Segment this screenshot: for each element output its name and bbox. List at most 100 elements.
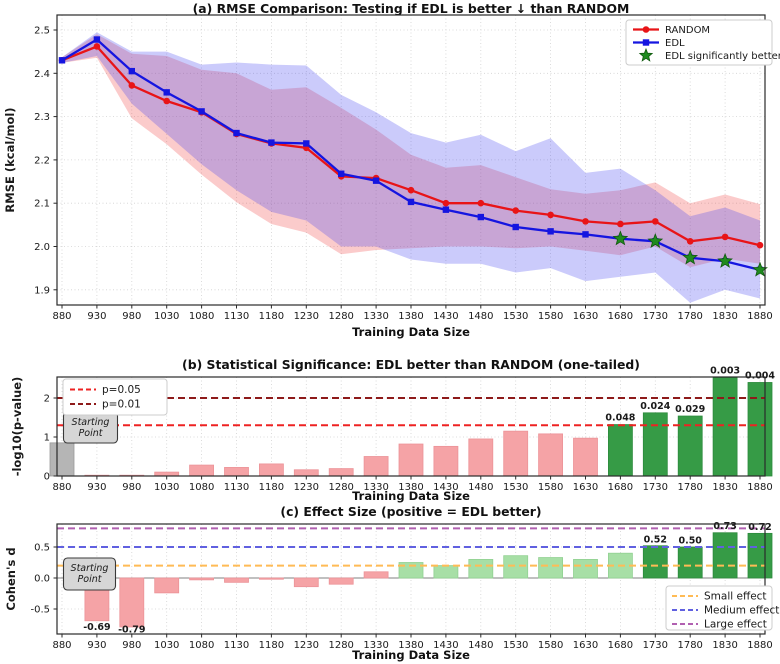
panel-b-title: (b) Statistical Significance: EDL better… xyxy=(182,357,640,372)
svg-text:1830: 1830 xyxy=(712,640,737,651)
svg-text:1230: 1230 xyxy=(294,311,319,322)
svg-text:-0.5: -0.5 xyxy=(30,605,50,616)
svg-text:1730: 1730 xyxy=(643,311,668,322)
random-line xyxy=(58,43,764,249)
svg-text:EDL significantly better: EDL significantly better xyxy=(665,51,780,62)
effect-labels: -0.69 -0.79 0.52 0.50 0.73 0.72 xyxy=(83,521,772,635)
svg-text:2: 2 xyxy=(44,394,50,405)
svg-text:980: 980 xyxy=(122,311,141,322)
significance-stars xyxy=(612,230,768,277)
svg-text:880: 880 xyxy=(52,482,71,493)
svg-text:1280: 1280 xyxy=(328,482,353,493)
svg-text:930: 930 xyxy=(87,311,106,322)
svg-text:1380: 1380 xyxy=(398,482,423,493)
svg-text:1680: 1680 xyxy=(608,311,633,322)
svg-text:1730: 1730 xyxy=(643,640,668,651)
svg-text:1580: 1580 xyxy=(538,311,563,322)
svg-text:-log10(p-value): -log10(p-value) xyxy=(10,377,24,477)
svg-text:1480: 1480 xyxy=(468,482,493,493)
svg-text:1580: 1580 xyxy=(538,640,563,651)
panel-a-legend: RANDOM EDL EDL significantly better xyxy=(625,19,780,66)
pvalue-labels: 0.048 0.024 0.029 0.003 0.004 xyxy=(605,366,775,424)
svg-text:EDL: EDL xyxy=(665,38,685,49)
svg-text:Large effect: Large effect xyxy=(704,619,767,631)
svg-text:p=0.05: p=0.05 xyxy=(102,384,141,396)
svg-text:1080: 1080 xyxy=(189,640,214,651)
svg-text:1180: 1180 xyxy=(259,482,284,493)
svg-text:1080: 1080 xyxy=(189,482,214,493)
svg-text:1030: 1030 xyxy=(154,311,179,322)
svg-text:1630: 1630 xyxy=(573,640,598,651)
svg-text:1780: 1780 xyxy=(677,482,702,493)
svg-text:0.52: 0.52 xyxy=(644,534,667,545)
svg-text:1630: 1630 xyxy=(573,482,598,493)
svg-text:1280: 1280 xyxy=(328,640,353,651)
svg-text:1230: 1230 xyxy=(294,640,319,651)
effect-bars xyxy=(84,532,773,628)
svg-text:1430: 1430 xyxy=(433,311,458,322)
svg-text:Point: Point xyxy=(79,428,104,439)
svg-text:2.2: 2.2 xyxy=(34,155,50,166)
panel-c-xaxis-label: Training Data Size xyxy=(352,648,470,662)
random-band xyxy=(62,34,760,268)
svg-text:2.0: 2.0 xyxy=(34,242,50,253)
svg-text:0.0: 0.0 xyxy=(34,574,50,585)
edl-band xyxy=(62,32,760,303)
svg-text:-0.69: -0.69 xyxy=(83,622,110,633)
svg-text:0: 0 xyxy=(44,472,50,483)
effect-threshold-lines xyxy=(57,527,765,567)
svg-text:1880: 1880 xyxy=(747,482,772,493)
svg-text:1: 1 xyxy=(44,433,50,444)
svg-text:1530: 1530 xyxy=(503,482,528,493)
svg-text:1330: 1330 xyxy=(363,482,388,493)
svg-text:1380: 1380 xyxy=(398,311,423,322)
svg-text:1180: 1180 xyxy=(259,640,284,651)
panel-c-axes: 880 930 980 1030 1080 1130 1180 1230 1280 1330 138… xyxy=(4,523,773,651)
svg-text:1380: 1380 xyxy=(398,640,423,651)
svg-text:980: 980 xyxy=(122,482,141,493)
svg-text:-0.79: -0.79 xyxy=(118,625,145,636)
svg-text:1830: 1830 xyxy=(712,482,737,493)
panel-b-axes: 880 930 980 1030 1080 1130 1180 1230 1280 1330 138… xyxy=(10,376,773,493)
svg-text:1580: 1580 xyxy=(538,482,563,493)
confidence-bands xyxy=(62,32,760,303)
panel-a-title: (a) RMSE Comparison: Testing if EDL is b… xyxy=(192,1,630,16)
svg-text:980: 980 xyxy=(122,640,141,651)
svg-text:1480: 1480 xyxy=(468,311,493,322)
svg-text:Medium effect: Medium effect xyxy=(704,605,779,617)
panel-a: 880 930 980 1030 1080 1130 1180 1230 1280 1330 138… xyxy=(3,14,780,322)
svg-text:0.5: 0.5 xyxy=(34,543,50,554)
svg-text:p=0.01: p=0.01 xyxy=(102,399,141,411)
svg-text:2.4: 2.4 xyxy=(34,69,50,80)
panel-a-axes: 880 930 980 1030 1080 1130 1180 1230 1280 1330 138… xyxy=(3,14,773,322)
svg-text:2.3: 2.3 xyxy=(34,112,50,123)
svg-text:1.9: 1.9 xyxy=(34,285,50,296)
svg-text:Small effect: Small effect xyxy=(704,591,767,603)
svg-text:1130: 1130 xyxy=(224,482,249,493)
svg-text:0.50: 0.50 xyxy=(678,536,702,547)
svg-text:1830: 1830 xyxy=(712,311,737,322)
svg-text:930: 930 xyxy=(87,640,106,651)
svg-text:1530: 1530 xyxy=(503,640,528,651)
svg-text:RMSE (kcal/mol): RMSE (kcal/mol) xyxy=(3,107,17,212)
pvalue-threshold-lines xyxy=(57,397,765,427)
svg-text:Point: Point xyxy=(78,574,103,585)
svg-text:1130: 1130 xyxy=(224,311,249,322)
svg-text:Cohen's d: Cohen's d xyxy=(4,547,18,610)
svg-text:0.024: 0.024 xyxy=(640,401,670,412)
svg-text:Starting: Starting xyxy=(71,563,109,574)
svg-text:1030: 1030 xyxy=(154,482,179,493)
svg-text:0.003: 0.003 xyxy=(710,366,740,377)
svg-text:0.73: 0.73 xyxy=(713,521,736,532)
svg-text:1730: 1730 xyxy=(643,482,668,493)
svg-text:1680: 1680 xyxy=(608,482,633,493)
svg-text:2.5: 2.5 xyxy=(34,26,50,37)
svg-text:1230: 1230 xyxy=(294,482,319,493)
panel-a-xaxis-label: Training Data Size xyxy=(352,325,470,339)
panel-c-title: (c) Effect Size (positive = EDL better) xyxy=(280,504,542,519)
svg-text:1530: 1530 xyxy=(503,311,528,322)
